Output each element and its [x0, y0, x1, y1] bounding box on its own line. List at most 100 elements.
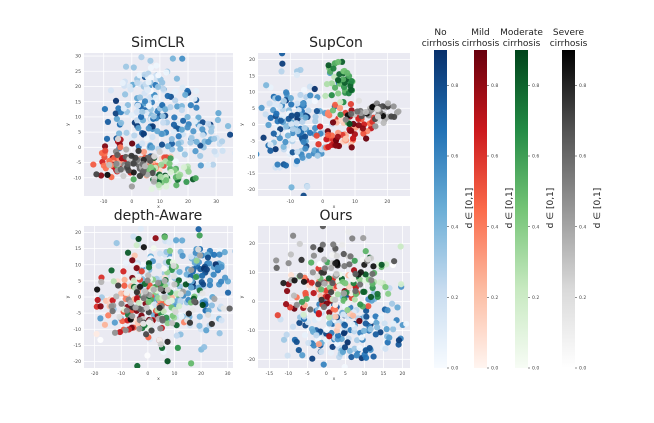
data-point — [318, 348, 325, 356]
data-point — [333, 340, 341, 347]
y-axis-label: y — [240, 295, 245, 298]
data-point — [311, 85, 318, 93]
data-point — [296, 319, 303, 327]
data-point — [152, 235, 159, 242]
data-point — [178, 126, 185, 133]
data-point — [336, 105, 344, 112]
data-point — [98, 172, 105, 179]
data-point — [193, 104, 200, 111]
x-tick-label: -10 — [287, 199, 295, 205]
data-point — [287, 251, 294, 258]
data-point — [173, 75, 181, 82]
data-point — [97, 303, 104, 310]
data-point — [342, 135, 349, 142]
colorbar-title-line-1: Moderate — [500, 28, 543, 38]
data-point — [129, 257, 136, 264]
data-point — [383, 326, 390, 333]
data-point — [140, 320, 147, 327]
data-point — [210, 251, 218, 258]
data-point — [332, 260, 339, 267]
data-point — [325, 62, 332, 69]
data-point — [175, 133, 182, 140]
data-point — [333, 270, 340, 277]
data-point — [216, 251, 223, 258]
data-point — [313, 107, 321, 115]
data-point — [116, 328, 124, 336]
colorbar-title-line-1: Severe — [553, 28, 585, 38]
data-point — [112, 110, 119, 117]
data-point — [218, 138, 226, 145]
data-point — [117, 144, 124, 151]
data-point — [318, 269, 325, 276]
data-point — [103, 135, 111, 142]
data-point — [325, 314, 333, 321]
y-tick-label: 20 — [75, 84, 81, 90]
data-point — [310, 244, 317, 251]
data-point — [203, 327, 210, 334]
data-point — [328, 264, 335, 272]
data-point — [167, 155, 174, 162]
data-point — [326, 333, 333, 340]
colorbar-tick-label: 0.2 — [451, 295, 458, 301]
data-point — [280, 143, 287, 150]
data-point — [197, 152, 204, 160]
data-point — [156, 250, 164, 257]
colorbar-gradient — [434, 50, 447, 368]
data-point — [136, 325, 143, 332]
data-point — [294, 148, 301, 156]
data-point — [123, 129, 130, 136]
data-point — [199, 290, 206, 297]
data-point — [313, 132, 320, 139]
x-tick-label: 10 — [157, 199, 163, 205]
data-point — [123, 146, 130, 153]
data-point — [111, 329, 119, 336]
data-point — [373, 319, 380, 326]
data-point — [351, 257, 358, 264]
data-point — [372, 331, 379, 338]
data-point — [367, 293, 375, 301]
colorbar-gradient — [474, 50, 487, 368]
data-point — [193, 138, 200, 145]
x-axis-label: x — [157, 377, 160, 382]
data-point — [139, 261, 146, 268]
data-point — [140, 130, 147, 137]
data-point — [397, 243, 404, 250]
data-point — [179, 237, 186, 244]
data-point — [330, 241, 337, 248]
x-axis-label: x — [157, 205, 160, 210]
x-tick-label: 0 — [321, 199, 324, 205]
data-point — [148, 320, 155, 328]
data-point — [395, 108, 402, 115]
data-point — [219, 147, 226, 154]
data-point — [160, 308, 167, 315]
data-point — [113, 115, 120, 123]
data-point — [104, 118, 112, 126]
data-point — [277, 117, 285, 124]
data-point — [137, 226, 144, 232]
data-point — [384, 307, 391, 314]
data-point — [356, 281, 364, 288]
data-point — [122, 327, 129, 334]
data-point — [122, 259, 130, 266]
data-point — [185, 168, 192, 175]
data-point — [394, 304, 401, 311]
data-point — [280, 97, 287, 105]
data-point — [232, 151, 233, 156]
data-point — [105, 312, 112, 319]
data-point — [141, 98, 149, 105]
data-point — [293, 338, 300, 346]
colorbar-title-line-2: cirrhosis — [503, 39, 541, 49]
colorbar-title-line-2: cirrhosis — [550, 39, 588, 49]
data-point — [380, 119, 387, 127]
data-point — [362, 108, 369, 116]
colorbar-tick-label: 0.2 — [532, 295, 539, 301]
data-point — [161, 277, 168, 285]
data-point — [304, 183, 311, 190]
data-point — [328, 92, 335, 99]
data-point — [224, 289, 232, 296]
data-point — [154, 83, 162, 91]
data-point — [147, 57, 154, 64]
data-point — [290, 232, 297, 239]
data-point — [341, 263, 348, 270]
data-point — [174, 103, 181, 110]
